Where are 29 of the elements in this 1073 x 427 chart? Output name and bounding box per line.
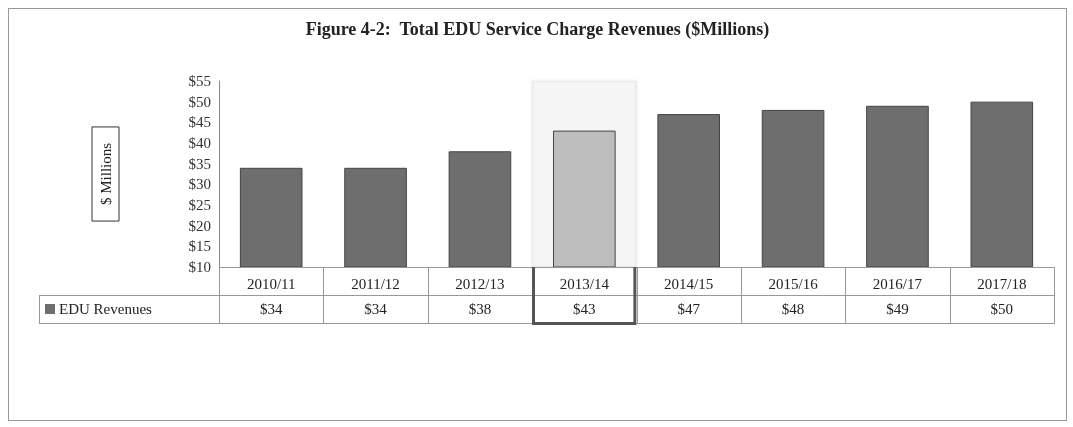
data-label: $47	[676, 300, 701, 319]
x-tick-label: 2013/14	[559, 275, 610, 292]
y-tick-label: $30	[188, 176, 211, 193]
x-tick-label: 2012/13	[455, 275, 505, 292]
y-axis-title: $ Millions	[97, 142, 114, 206]
legend-label: EDU Revenues	[59, 300, 153, 319]
x-tick-label: 2017/18	[977, 275, 1027, 292]
data-label: $34	[258, 300, 284, 319]
y-tick-label: $25	[188, 197, 211, 213]
x-tick-label: 2016/17	[872, 275, 923, 292]
y-tick-label: $45	[188, 114, 211, 131]
y-tick-label: $50	[188, 93, 211, 110]
data-label: $48	[780, 300, 806, 319]
y-tick-label: $15	[188, 238, 211, 255]
y-tick-label: $20	[188, 217, 211, 234]
x-tick-label: 2010/11	[246, 275, 296, 292]
y-tick-label: $55	[188, 73, 211, 89]
y-tick-label: $10	[188, 259, 211, 275]
data-label: $34	[363, 300, 388, 319]
data-label: $50	[989, 300, 1015, 319]
y-tick-label: $35	[188, 155, 211, 172]
data-label: $49	[885, 300, 910, 319]
x-tick-label: 2014/15	[664, 275, 714, 292]
x-tick-label: 2011/12	[351, 275, 400, 292]
y-tick-label: $40	[188, 135, 211, 151]
chart-title: Figure 4-2: Total EDU Service Charge Revenues ($Millions)	[305, 19, 770, 40]
x-tick-label: 2015/16	[768, 275, 819, 292]
data-label: $38	[467, 300, 493, 319]
data-label: $43	[572, 300, 597, 319]
